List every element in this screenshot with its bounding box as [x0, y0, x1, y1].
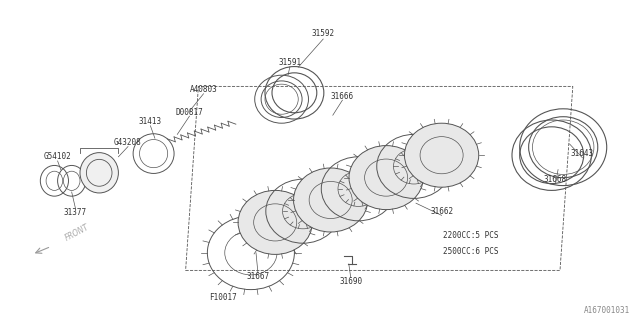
Ellipse shape	[294, 168, 368, 232]
Text: G54102: G54102	[44, 152, 72, 161]
Text: 2500CC:6 PCS: 2500CC:6 PCS	[443, 247, 498, 256]
Text: 2200CC:5 PCS: 2200CC:5 PCS	[443, 231, 498, 240]
Text: 31662: 31662	[430, 207, 453, 216]
Text: G43208: G43208	[114, 138, 142, 147]
Ellipse shape	[349, 146, 423, 210]
Ellipse shape	[80, 153, 118, 193]
Text: 31592: 31592	[312, 29, 335, 38]
Text: 31666: 31666	[331, 92, 354, 100]
Ellipse shape	[238, 190, 312, 254]
Text: A167001031: A167001031	[584, 306, 630, 315]
Text: FRONT: FRONT	[64, 223, 91, 243]
Ellipse shape	[404, 123, 479, 187]
Text: A40803: A40803	[189, 85, 218, 94]
Text: 31667: 31667	[246, 272, 269, 281]
Text: 31668: 31668	[544, 175, 567, 184]
Text: D00817: D00817	[175, 108, 204, 116]
Text: 31377: 31377	[64, 208, 87, 217]
Text: 31690: 31690	[339, 277, 362, 286]
Text: 31413: 31413	[139, 117, 162, 126]
Text: F10017: F10017	[209, 293, 237, 302]
Text: 31643: 31643	[571, 149, 594, 158]
Text: 31591: 31591	[278, 58, 301, 67]
